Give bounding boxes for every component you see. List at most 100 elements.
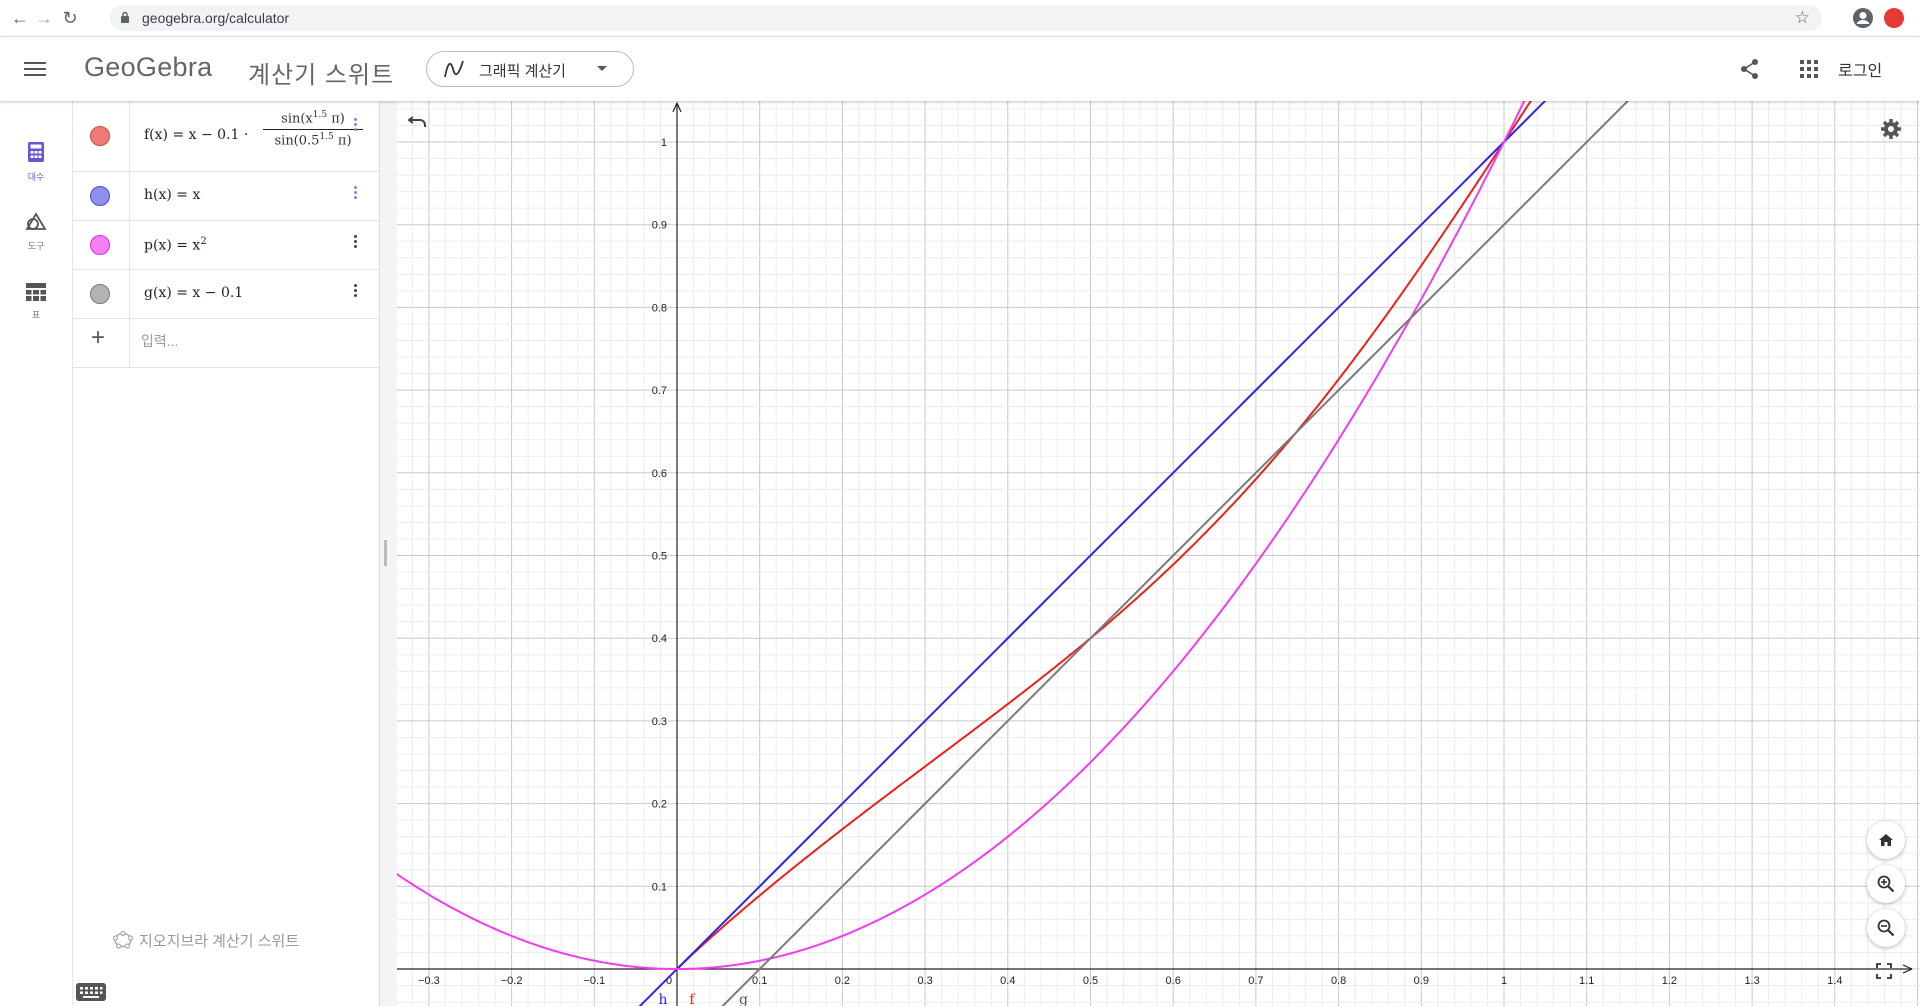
bookmark-star-icon[interactable]: ☆ [1794, 8, 1810, 27]
plus-icon[interactable]: + [91, 324, 106, 351]
home-button[interactable] [1867, 821, 1905, 859]
formula-g: g(x) = x − 0.1 [144, 285, 244, 301]
row-divider [129, 220, 130, 269]
left-rail: 대수 도구 표 [0, 101, 73, 1006]
app-header: GeoGebra 계산기 스위트 그래픽 계산기 로그인 [0, 37, 1920, 101]
f-num: sin(x [281, 111, 313, 127]
more-menu-icon[interactable] [351, 282, 359, 302]
address-bar[interactable]: geogebra.org/calculator ☆ [110, 5, 1822, 31]
rail-label: 도구 [27, 241, 45, 251]
visibility-toggle-g[interactable] [90, 284, 110, 304]
y-axis-arrow [672, 102, 682, 113]
app-switcher-label: 그래픽 계산기 [479, 63, 566, 80]
graph-background [397, 101, 1920, 1006]
rail-label: 대수 [27, 172, 45, 182]
url-text: geogebra.org/calculator [142, 10, 290, 26]
share-icon[interactable] [1740, 58, 1760, 80]
x-tick-label: −0.2 [501, 975, 523, 987]
x-tick-label: 0.3 [917, 975, 932, 987]
y-tick-label: 0.5 [652, 551, 667, 563]
app-switcher-dropdown[interactable]: 그래픽 계산기 [426, 51, 634, 87]
p-base: p(x) = x [144, 237, 201, 254]
algebra-input[interactable]: 입력... [141, 333, 179, 349]
back-icon[interactable]: ← [11, 7, 29, 28]
shapes-icon [25, 212, 47, 230]
visibility-toggle-f[interactable] [90, 126, 110, 146]
algebra-item-g[interactable]: g(x) = x − 0.1 [73, 269, 379, 319]
x-tick-label: −0.1 [583, 975, 605, 987]
settings-gear-icon[interactable] [1880, 118, 1902, 140]
x-tick-label: 1.2 [1662, 975, 1677, 987]
x-tick-label: 0 [666, 975, 672, 987]
y-tick-label: 0.9 [652, 220, 667, 232]
visibility-toggle-p[interactable] [90, 235, 110, 255]
rail-tab-algebra[interactable]: 대수 [12, 141, 60, 183]
algebra-panel: f(x) = x − 0.1 · sin(x1.5 π) sin(0.51.5 … [73, 101, 379, 1006]
profile-icon[interactable] [1852, 7, 1874, 29]
graph-function-icon [444, 60, 464, 78]
curve-label-f: f [689, 992, 696, 1006]
undo-icon[interactable] [408, 114, 428, 128]
x-tick-label: 1.1 [1579, 975, 1594, 987]
row-divider [129, 101, 130, 171]
zoom-in-icon [1877, 875, 1895, 893]
apps-grid-icon[interactable] [1800, 60, 1818, 78]
calculator-icon [28, 142, 44, 162]
reload-icon[interactable]: ↻ [62, 7, 78, 28]
row-divider [129, 269, 130, 318]
p-exp: 2 [200, 236, 207, 247]
login-button[interactable]: 로그인 [1838, 63, 1883, 80]
x-tick-label: −0.3 [418, 975, 440, 987]
suite-footer-text: 지오지브라 계산기 스위트 [139, 933, 300, 950]
panel-splitter[interactable] [379, 101, 399, 1006]
y-tick-label: 0.4 [652, 633, 667, 645]
zoom-in-button[interactable] [1867, 865, 1905, 903]
y-tick-label: 0.2 [652, 799, 667, 811]
geogebra-logo[interactable]: GeoGebra [84, 52, 213, 82]
f-num-exp: 1.5 [312, 110, 328, 120]
rail-tab-tools[interactable]: 도구 [12, 212, 60, 252]
y-tick-label: 0.7 [652, 385, 667, 397]
x-tick-label: 0.4 [1000, 975, 1015, 987]
suite-title: 계산기 스위트 [248, 62, 395, 89]
more-menu-icon[interactable] [351, 184, 359, 204]
algebra-item-p[interactable]: p(x) = x2 [73, 220, 379, 270]
algebra-item-h[interactable]: h(x) = x [73, 171, 379, 221]
keyboard-icon[interactable] [76, 983, 106, 1001]
more-menu-icon[interactable] [351, 116, 359, 136]
curve-label-h: h [658, 992, 667, 1006]
x-axis-arrow [1902, 964, 1913, 974]
browser-toolbar: ← → ↻ geogebra.org/calculator ☆ [0, 0, 1920, 37]
x-tick-label: 0.5 [1083, 975, 1098, 987]
f-den-tail: π) [333, 133, 352, 149]
curve-h [638, 101, 1547, 1006]
curve-p [397, 101, 1526, 970]
forward-icon[interactable]: → [35, 7, 53, 28]
x-tick-label: 1.3 [1744, 975, 1759, 987]
suite-footer: 지오지브라 계산기 스위트 [112, 930, 300, 951]
x-tick-label: 0.7 [1248, 975, 1263, 987]
graphics-view[interactable]: −0.3 −0.2 −0.1 0 0.1 0.2 0.3 0.4 0.5 0.6 0.7 0.8 0.9… [397, 101, 1920, 1006]
geogebra-flower-icon [112, 930, 134, 949]
x-tick-label: 0.2 [835, 975, 850, 987]
fraction-denominator: sin(0.51.5 π) [263, 130, 363, 148]
x-tick-label: 1 [1501, 975, 1507, 987]
algebra-input-row[interactable]: + 입력... [73, 318, 379, 368]
extension-icon[interactable] [1884, 8, 1904, 28]
table-icon [26, 283, 46, 301]
rail-label: 표 [31, 310, 41, 320]
fraction-numerator: sin(x1.5 π) [263, 110, 363, 131]
fullscreen-icon[interactable] [1876, 963, 1892, 979]
y-tick-label: 0.3 [652, 716, 667, 728]
curve-g [721, 101, 1630, 1006]
algebra-item-f[interactable]: f(x) = x − 0.1 · sin(x1.5 π) sin(0.51.5 … [73, 101, 379, 172]
visibility-toggle-h[interactable] [90, 186, 110, 206]
home-icon [1879, 834, 1893, 846]
hamburger-menu-icon[interactable] [24, 59, 46, 79]
zoom-out-button[interactable] [1867, 909, 1905, 947]
curve-f [676, 101, 1533, 970]
drag-handle[interactable] [384, 540, 387, 566]
more-menu-icon[interactable] [351, 233, 359, 253]
rail-tab-table[interactable]: 표 [12, 283, 60, 321]
x-tick-label: 0.8 [1331, 975, 1346, 987]
